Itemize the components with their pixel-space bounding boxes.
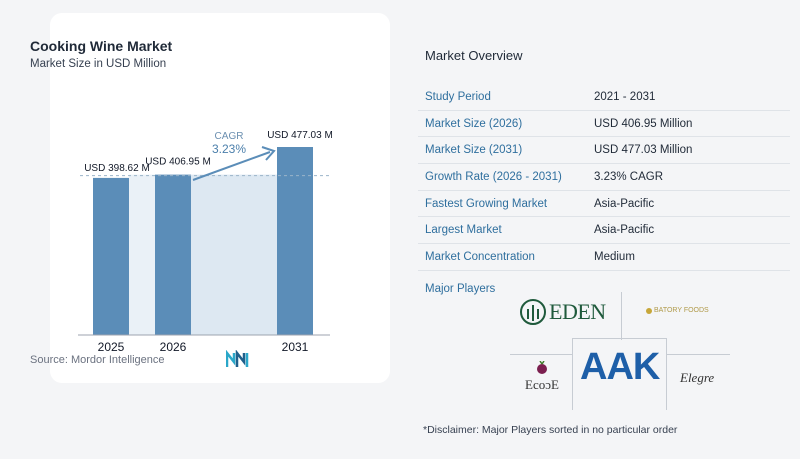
bar-value-label: USD 398.62 M (84, 163, 150, 174)
major-players-title: Major Players (425, 283, 496, 295)
players-divider (572, 338, 573, 410)
overview-row-label: Market Size (2026) (425, 117, 523, 130)
players-divider (572, 338, 666, 339)
overview-row: Market Size (2031) USD 477.03 Million (418, 137, 790, 165)
overview-row-value: Asia-Pacific (594, 197, 655, 210)
disclaimer: *Disclaimer: Major Players sorted in no … (423, 424, 678, 436)
overview-row: Study Period 2021 - 2031 (418, 84, 790, 111)
overview-row-label: Fastest Growing Market (425, 197, 548, 210)
cagr-value: 3.23% (212, 142, 246, 156)
batory-leaf-icon (646, 308, 652, 314)
overview-row: Market Size (2026) USD 406.95 Million (418, 111, 790, 138)
ecocl-wordmark: EcoɔE (525, 377, 559, 392)
source-note: Source: Mordor Intelligence (30, 354, 165, 366)
overview-row: Largest Market Asia-Pacific (418, 217, 790, 245)
x-tick-label: 2025 (98, 340, 125, 354)
overview-row: Growth Rate (2026 - 2031) 3.23% CAGR (418, 164, 790, 191)
overview-row: Fastest Growing Market Asia-Pacific (418, 191, 790, 218)
bar-2031 (277, 147, 313, 335)
players-divider (510, 354, 572, 355)
aak-wordmark: AAK (580, 346, 660, 388)
ecocl-plant-icon (537, 361, 547, 374)
gap-band (129, 174, 155, 335)
overview-row: Market Concentration Medium (418, 244, 790, 271)
bar-value-label: USD 477.03 M (267, 130, 333, 141)
elegre-wordmark: Elegre (680, 370, 715, 385)
eden-wordmark: EDEN (549, 299, 606, 324)
x-tick-label: 2031 (282, 340, 309, 354)
overview-row-value: Medium (594, 251, 635, 264)
overview-row-label: Largest Market (425, 224, 502, 237)
overview-row-label: Growth Rate (2026 - 2031) (425, 171, 562, 184)
overview-row-value: USD 477.03 Million (594, 144, 693, 157)
batory-wordmark: BATORY FOODS (654, 307, 709, 314)
overview-table: Study Period 2021 - 2031 Market Size (2026… (418, 84, 790, 271)
batory-foods-logo: BATORY FOODS (646, 306, 716, 320)
mordor-intelligence-logo-icon (226, 350, 249, 367)
cagr-arrow-line (192, 151, 271, 181)
bar-2025 (93, 177, 129, 335)
players-divider (666, 354, 730, 355)
cagr-highlight-band (191, 174, 277, 335)
overview-row-value: USD 406.95 Million (594, 117, 693, 130)
overview-row-value: 2021 - 2031 (594, 91, 656, 103)
cagr-label: CAGR (215, 131, 244, 142)
players-divider (621, 292, 622, 340)
overview-row-value: 3.23% CAGR (594, 171, 664, 184)
overview-row-label: Study Period (425, 91, 491, 103)
ecocl-logo: EcoɔE (522, 361, 562, 401)
overview-row-label: Market Concentration (425, 251, 535, 264)
eden-tree-icon (520, 299, 546, 325)
aak-logo: AAK (580, 346, 660, 388)
bar-2026 (155, 174, 191, 335)
overview-row-label: Market Size (2031) (425, 144, 523, 157)
chart-title: Cooking Wine Market (30, 38, 173, 54)
cagr-arrow-head (261, 146, 276, 161)
x-tick-label: 2026 (160, 340, 187, 354)
overview-title: Market Overview (425, 48, 523, 63)
players-divider (666, 338, 667, 410)
bar-value-label: USD 406.95 M (145, 157, 211, 168)
eden-logo: EDEN (519, 297, 611, 329)
overview-row-value: Asia-Pacific (594, 224, 655, 237)
chart-subtitle: Market Size in USD Million (30, 58, 167, 70)
elegre-logo: Elegre (680, 370, 728, 390)
